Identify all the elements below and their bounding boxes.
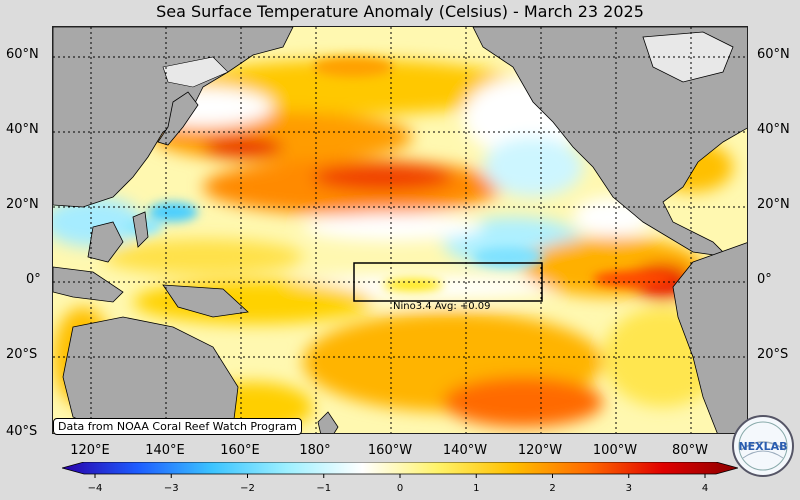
lon-label: 140°W	[442, 443, 488, 458]
lat-label-right: 20°S	[757, 347, 789, 362]
map-canvas	[53, 27, 747, 433]
colorbar-bar	[62, 462, 738, 475]
nino34-label: Nino3.4 Avg: +0.09	[393, 301, 491, 312]
colorbar-tick-label: −1	[316, 483, 332, 494]
sea-ice	[162, 56, 229, 88]
lat-label-left: 20°N	[6, 197, 39, 212]
colorbar-tick-label: −3	[163, 483, 179, 494]
map-title: Sea Surface Temperature Anomaly (Celsius…	[156, 2, 644, 21]
new-guinea-land	[162, 284, 249, 318]
lat-label-right: 40°N	[757, 122, 790, 137]
colorbar-tick-label: −4	[87, 483, 103, 494]
data-credit: Data from NOAA Coral Reef Watch Program	[53, 418, 302, 435]
philippines-land	[132, 211, 149, 248]
lat-label-left: 40°S	[6, 424, 38, 439]
lat-label-right: 0°	[757, 272, 772, 287]
lon-label: 160°W	[367, 443, 413, 458]
lon-label: 80°W	[672, 443, 708, 458]
colorbar	[62, 462, 738, 478]
logo-text: NEXLAB	[738, 440, 787, 453]
lon-label: 100°W	[592, 443, 638, 458]
colorbar-tick-label: 4	[701, 483, 709, 494]
colorbar-tick-label: 3	[625, 483, 632, 494]
land-masses	[53, 27, 747, 433]
lat-label-left: 60°N	[6, 47, 39, 62]
south-america-land	[672, 242, 747, 433]
lat-label-right: 20°N	[757, 197, 790, 212]
colorbar-tick-label: 2	[549, 483, 556, 494]
sst-anomaly-map	[52, 26, 748, 434]
lon-label: 180°	[299, 443, 331, 458]
borneo-land	[87, 221, 124, 263]
lon-label: 160°E	[220, 443, 260, 458]
new-zealand-land	[317, 411, 339, 433]
graticule	[53, 27, 747, 433]
lat-label-left: 0°	[26, 272, 41, 287]
indonesia-land	[53, 266, 124, 303]
nino34-box	[353, 262, 543, 302]
colorbar-tick-label: 0	[396, 483, 404, 494]
lat-label-left: 40°N	[6, 122, 39, 137]
colorbar-tick-label: 1	[473, 483, 480, 494]
lon-label: 120°W	[517, 443, 563, 458]
colorbar-tick-label: −2	[240, 483, 255, 494]
nexlab-logo: NEXLAB	[732, 415, 794, 477]
lon-label: 120°E	[70, 443, 110, 458]
lon-label: 140°E	[145, 443, 185, 458]
lat-label-right: 60°N	[757, 47, 790, 62]
lat-label-left: 20°S	[6, 347, 38, 362]
north-america-land	[472, 27, 747, 258]
